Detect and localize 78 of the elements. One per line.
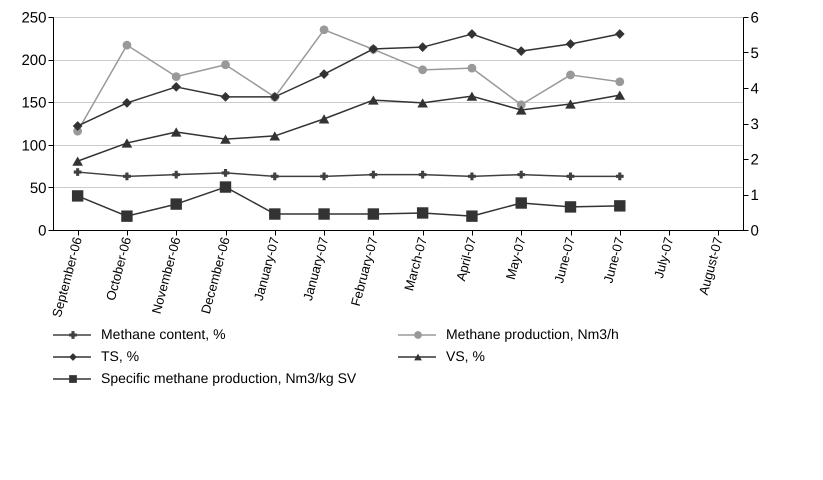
y-tick-label: 150 — [21, 94, 46, 112]
point — [74, 168, 82, 176]
point — [122, 40, 132, 50]
y-tick-label: 250 — [21, 10, 46, 26]
point — [171, 82, 182, 92]
x-tick-label: July-07 — [650, 235, 676, 280]
legend-label: Methane production, Nm3/h — [446, 326, 619, 342]
point — [170, 127, 182, 137]
y-tick-label: 50 — [30, 180, 46, 197]
point — [122, 138, 132, 148]
point — [564, 201, 576, 213]
x-tick-label: April-07 — [453, 235, 480, 283]
y2-tick-label: 5 — [750, 45, 759, 62]
x-tick-label: June-07 — [600, 235, 628, 285]
point — [220, 181, 232, 193]
point — [418, 65, 428, 74]
legend-label: VS, % — [446, 348, 485, 364]
x-tick-label: June-07 — [551, 235, 578, 285]
point — [269, 131, 280, 141]
point — [318, 114, 330, 124]
y2-tick-label: 1 — [750, 187, 759, 204]
point — [566, 70, 575, 80]
point — [614, 200, 626, 212]
y2-tick-label: 3 — [750, 116, 759, 133]
point — [172, 72, 181, 82]
point — [418, 170, 427, 178]
point — [418, 42, 428, 52]
point — [320, 25, 328, 34]
point — [318, 208, 330, 220]
x-tick-label: May-07 — [502, 235, 528, 282]
point — [368, 95, 379, 105]
point — [72, 190, 84, 202]
point — [517, 170, 526, 178]
y-tick-label: 100 — [21, 137, 46, 154]
point — [123, 172, 131, 180]
y2-tick-label: 6 — [750, 10, 759, 26]
legend-label: TS, % — [101, 348, 140, 364]
point — [417, 98, 428, 108]
point — [516, 46, 526, 56]
point — [614, 29, 625, 39]
point — [170, 198, 182, 210]
y2-tick-label: 2 — [750, 152, 759, 168]
point — [72, 156, 83, 166]
point — [467, 29, 477, 39]
y2-tick-label: 0 — [750, 222, 759, 240]
point — [566, 39, 576, 49]
point — [270, 172, 279, 180]
point — [416, 207, 428, 219]
point — [172, 170, 180, 178]
point — [468, 172, 476, 180]
point — [615, 77, 624, 86]
point — [566, 172, 574, 180]
point — [220, 92, 230, 102]
point — [614, 90, 626, 100]
y-tick-label: 200 — [21, 52, 46, 70]
point — [368, 208, 380, 220]
point — [516, 105, 527, 115]
point — [616, 172, 624, 180]
point — [122, 98, 132, 108]
point — [221, 60, 230, 70]
point — [319, 69, 329, 80]
point — [369, 170, 378, 178]
point — [72, 121, 83, 131]
point — [320, 172, 328, 180]
point — [466, 210, 478, 222]
point — [466, 92, 478, 101]
legend-label: Methane content, % — [101, 326, 226, 342]
x-tick-label: March-07 — [401, 235, 430, 292]
point — [516, 197, 527, 209]
legend-label: Specific methane production, Nm3/kg SV — [101, 370, 357, 386]
y-tick-label: 0 — [38, 222, 46, 240]
point — [121, 210, 133, 222]
point — [565, 99, 576, 109]
point — [222, 169, 230, 177]
point — [269, 208, 280, 220]
point — [468, 64, 476, 73]
y2-tick-label: 4 — [750, 80, 759, 98]
point — [220, 134, 231, 144]
